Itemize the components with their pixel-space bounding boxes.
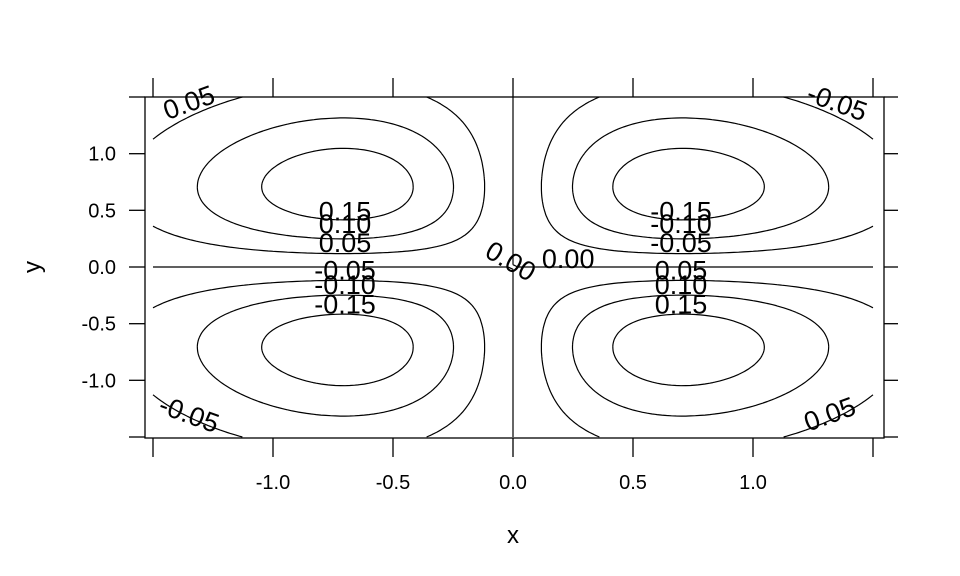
contour-line xyxy=(152,96,874,438)
contour-line xyxy=(152,96,874,438)
contour-label: 0.10 xyxy=(319,209,372,239)
axes: -1.0 -0.5 0.0 0.5 1.0 -1.0 -0.5 0.0 0.5 1.0 xyxy=(82,78,898,494)
contour-label: 0.15 xyxy=(319,197,372,227)
contour-line xyxy=(196,117,830,417)
contour-label: 0.05 xyxy=(159,80,219,126)
contour-label: 0.00 xyxy=(542,244,595,274)
contour-label: 0.00 xyxy=(480,235,541,287)
contour-label: -0.10 xyxy=(650,209,712,239)
contour-label: -0.15 xyxy=(650,197,712,227)
contour-label: -0.05 xyxy=(650,228,712,258)
contour-label: 0.15 xyxy=(655,289,708,319)
contour-line xyxy=(261,147,765,387)
x-tick-label: -1.0 xyxy=(256,472,290,494)
y-tick-label: 1.0 xyxy=(88,144,116,166)
y-tick-label: -1.0 xyxy=(82,370,116,392)
contour-label: 0.05 xyxy=(655,255,708,285)
x-tick-label: 0.0 xyxy=(499,472,527,494)
contour-label: -0.05 xyxy=(155,390,223,439)
y-tick-label: 0.5 xyxy=(88,200,116,222)
contour-label: -0.05 xyxy=(803,78,871,127)
y-tick-label: -0.5 xyxy=(82,314,116,336)
x-tick-label: 1.0 xyxy=(739,472,767,494)
x-tick-label: 0.5 xyxy=(619,472,647,494)
contour-line xyxy=(261,147,765,387)
contour-label: -0.10 xyxy=(314,270,376,300)
contour-label: -0.05 xyxy=(314,255,376,285)
contour-label: -0.15 xyxy=(314,289,376,319)
contour-label: 0.05 xyxy=(800,391,860,437)
contour-label: 0.10 xyxy=(655,270,708,300)
contour-label: 0.05 xyxy=(319,228,372,258)
contour-lines xyxy=(152,96,874,438)
y-axis-title: y xyxy=(19,261,46,273)
contour-line xyxy=(196,117,830,417)
contour-line xyxy=(153,97,873,437)
x-axis-title: x xyxy=(507,522,519,549)
x-tick-label: -0.5 xyxy=(376,472,410,494)
y-axis-ticks: -1.0 -0.5 0.0 0.5 1.0 xyxy=(82,96,898,438)
y-tick-label: 0.0 xyxy=(88,257,116,279)
x-axis-ticks: -1.0 -0.5 0.0 0.5 1.0 xyxy=(152,78,874,494)
